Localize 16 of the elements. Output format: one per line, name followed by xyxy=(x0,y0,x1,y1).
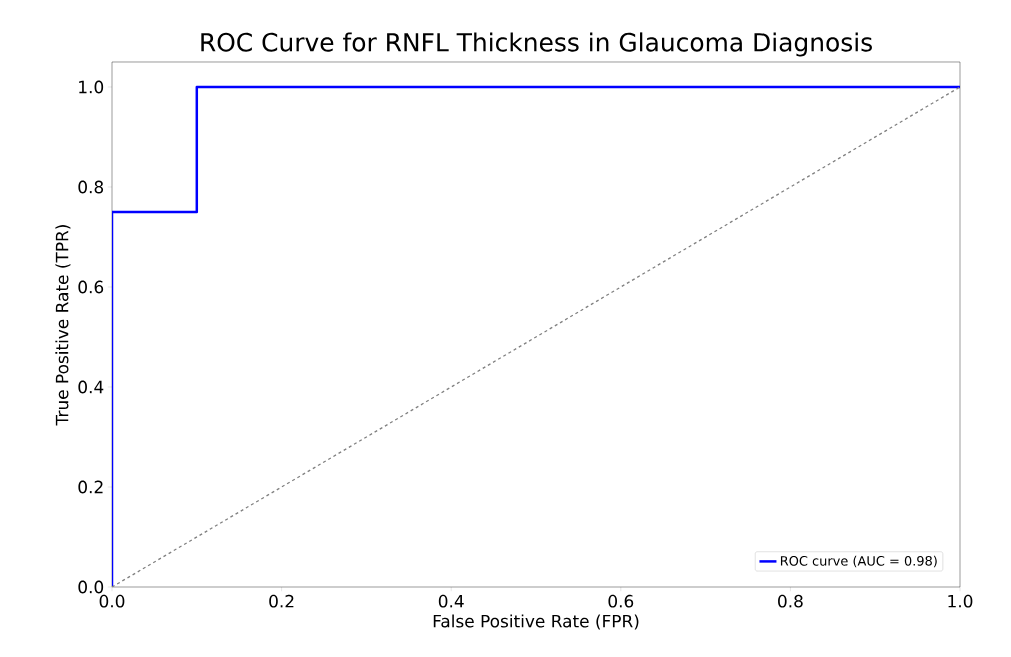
x-tick-label: 0.6 xyxy=(608,594,634,608)
x-tick-label: 0.2 xyxy=(269,594,294,608)
x-tick-label: 0.8 xyxy=(778,594,803,608)
y-tick-label: 0.4 xyxy=(78,380,104,394)
x-tick-label: 1.0 xyxy=(948,594,973,608)
y-tick-label: 0.2 xyxy=(78,480,103,494)
y-tick-label: 0.0 xyxy=(78,580,104,594)
y-tick-label: 1.0 xyxy=(79,80,104,94)
chart-title: ROC Curve for RNFL Thickness in Glaucoma Diagnosis xyxy=(201,32,872,57)
x-tick-label: 0.0 xyxy=(99,594,125,608)
y-tick-label: 0.8 xyxy=(78,180,104,194)
x-axis-title: False Positive Rate (FPR) xyxy=(433,614,639,630)
legend-label: ROC curve (AUC = 0.98) xyxy=(780,555,937,568)
y-axis-title: True Positive Rate (TPR) xyxy=(55,225,71,426)
y-tick-label: 0.6 xyxy=(78,280,104,294)
x-tick-label: 0.4 xyxy=(438,594,464,608)
